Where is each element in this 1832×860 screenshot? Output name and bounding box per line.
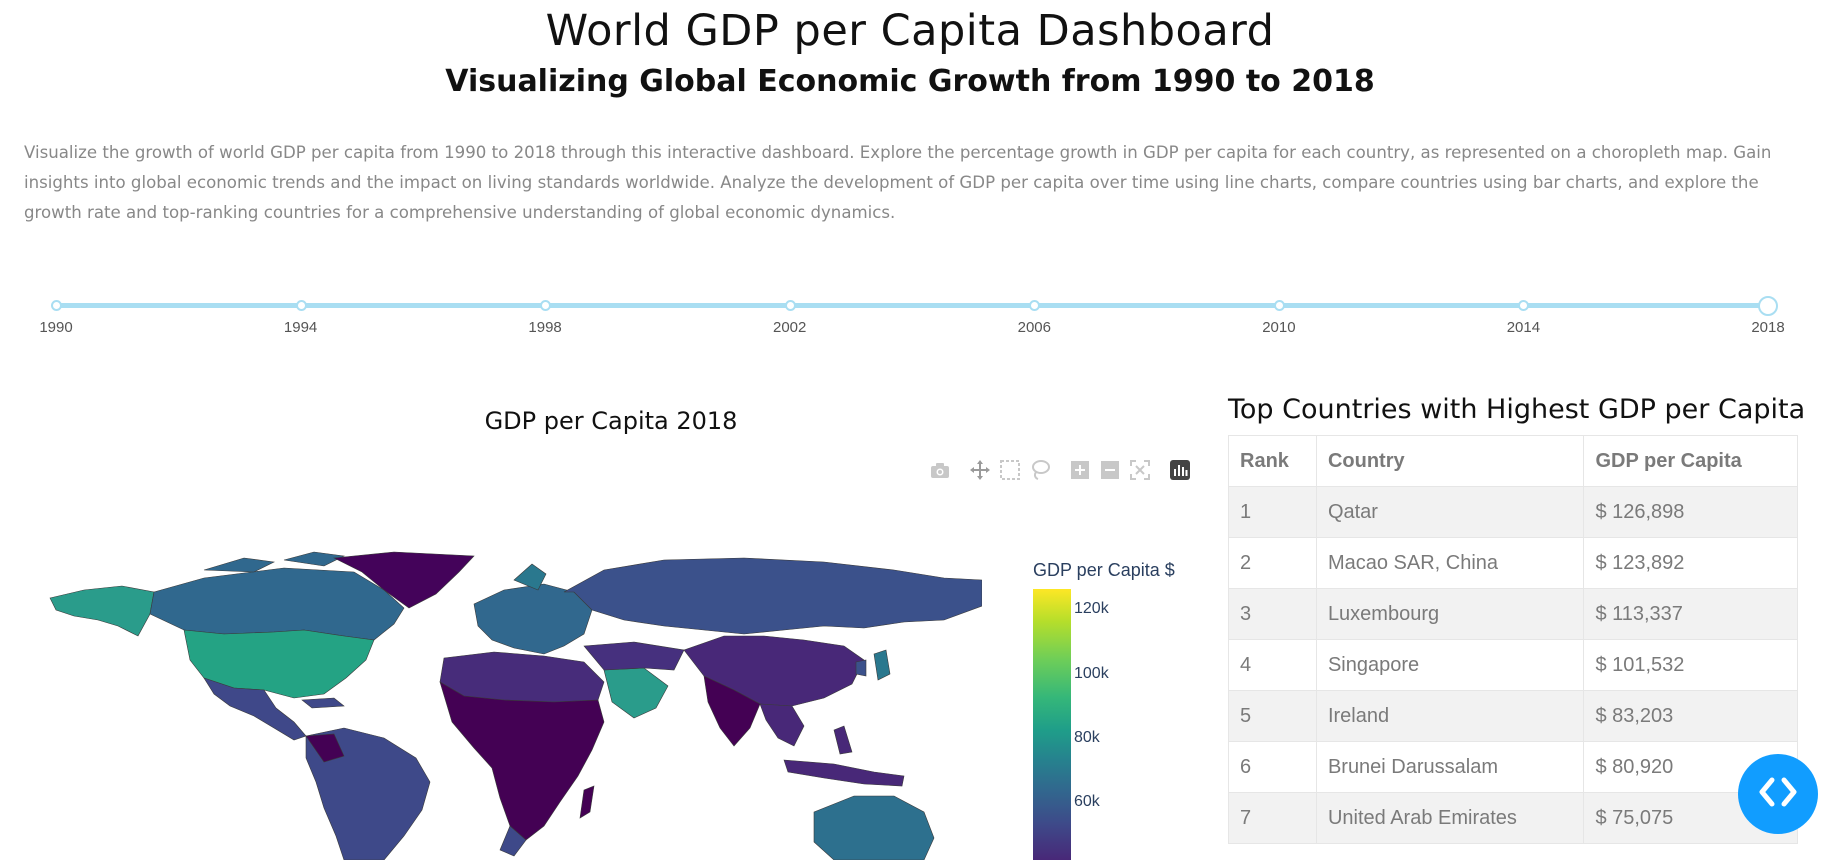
country-cell: Ireland [1315, 690, 1585, 742]
gdp-cell: $ 123,892 [1583, 537, 1798, 589]
table-row: 1 Qatar $ 126,898 [1228, 486, 1798, 538]
map-title: GDP per Capita 2018 [484, 407, 738, 435]
country-cell: Singapore [1315, 639, 1585, 691]
rank-cell: 2 [1228, 537, 1317, 589]
gdp-cell: $ 113,337 [1583, 588, 1798, 640]
slider-mark-label[interactable]: 2018 [1751, 319, 1785, 336]
lasso-icon[interactable] [1028, 458, 1052, 482]
gdp-cell: $ 101,532 [1583, 639, 1798, 691]
colorbar-tick: 60k [1074, 793, 1100, 810]
page-title: World GDP per Capita Dashboard [545, 6, 1275, 56]
colorbar-gradient [1033, 589, 1071, 860]
camera-icon[interactable] [928, 458, 952, 482]
table-row: 5 Ireland $ 83,203 [1228, 690, 1798, 742]
country-cell: United Arab Emirates [1315, 792, 1585, 844]
page-subtitle: Visualizing Global Economic Growth from … [445, 64, 1375, 99]
box-select-icon[interactable] [998, 458, 1022, 482]
slider-dot-1994[interactable] [295, 300, 307, 311]
table-row: 2 Macao SAR, China $ 123,892 [1228, 537, 1798, 589]
slider-mark-label[interactable]: 1990 [39, 319, 73, 336]
colorbar-tick: 120k [1074, 600, 1109, 617]
code-toggle-button[interactable] [1738, 754, 1818, 834]
colorbar-title: GDP per Capita $ [1033, 560, 1175, 580]
choropleth-map[interactable] [44, 550, 982, 860]
colorbar-tick: 80k [1074, 729, 1100, 746]
slider-mark-label[interactable]: 2010 [1262, 319, 1296, 336]
slider-dot-1998[interactable] [540, 300, 552, 311]
column-header-gdp: GDP per Capita [1583, 435, 1798, 487]
table-row: 6 Brunei Darussalam $ 80,920 [1228, 741, 1798, 793]
ranking-table: Rank Country GDP per Capita 1 Qatar $ 12… [1228, 435, 1798, 844]
slider-mark-label[interactable]: 2006 [1017, 319, 1051, 336]
table-row: 3 Luxembourg $ 113,337 [1228, 588, 1798, 640]
code-toggle-icon [1756, 774, 1800, 815]
gdp-cell: $ 126,898 [1583, 486, 1798, 538]
column-header-country: Country [1315, 435, 1585, 487]
table-row: 4 Singapore $ 101,532 [1228, 639, 1798, 691]
slider-rail[interactable] [56, 303, 1768, 308]
rank-cell: 7 [1228, 792, 1317, 844]
plotly-logo-icon[interactable] [1168, 458, 1192, 482]
gdp-cell: $ 80,920 [1583, 741, 1798, 793]
zoom-out-icon[interactable] [1098, 458, 1122, 482]
slider-dot-2010[interactable] [1273, 300, 1285, 311]
slider-dot-2006[interactable] [1029, 300, 1041, 311]
slider-handle[interactable] [1758, 296, 1778, 316]
slider-mark-label[interactable]: 1998 [528, 319, 562, 336]
rank-cell: 5 [1228, 690, 1317, 742]
slider-mark-label[interactable]: 2002 [773, 319, 807, 336]
gdp-cell: $ 83,203 [1583, 690, 1798, 742]
rank-cell: 4 [1228, 639, 1317, 691]
reset-axes-icon[interactable] [1128, 458, 1152, 482]
rank-cell: 3 [1228, 588, 1317, 640]
dashboard-description: Visualize the growth of world GDP per ca… [24, 143, 1772, 222]
country-cell: Macao SAR, China [1315, 537, 1585, 589]
slider-dot-2014[interactable] [1518, 300, 1530, 311]
table-row: 7 United Arab Emirates $ 75,075 [1228, 792, 1798, 844]
slider-mark-label[interactable]: 1994 [283, 319, 318, 336]
ranking-title: Top Countries with Highest GDP per Capit… [1228, 394, 1806, 425]
slider-dot-1990[interactable] [51, 300, 62, 311]
country-cell: Luxembourg [1315, 588, 1585, 640]
year-slider[interactable] [51, 296, 1778, 316]
zoom-in-icon[interactable] [1068, 458, 1092, 482]
colorbar-tick: 100k [1074, 665, 1109, 682]
rank-cell: 1 [1228, 486, 1317, 538]
rank-cell: 6 [1228, 741, 1317, 793]
country-cell: Qatar [1315, 486, 1585, 538]
table-header-row: Rank Country GDP per Capita [1228, 435, 1798, 487]
pan-icon[interactable] [968, 458, 992, 482]
country-cell: Brunei Darussalam [1315, 741, 1585, 793]
slider-mark-label[interactable]: 2014 [1506, 319, 1541, 336]
slider-dot-2002[interactable] [784, 300, 796, 311]
column-header-rank: Rank [1228, 435, 1317, 487]
